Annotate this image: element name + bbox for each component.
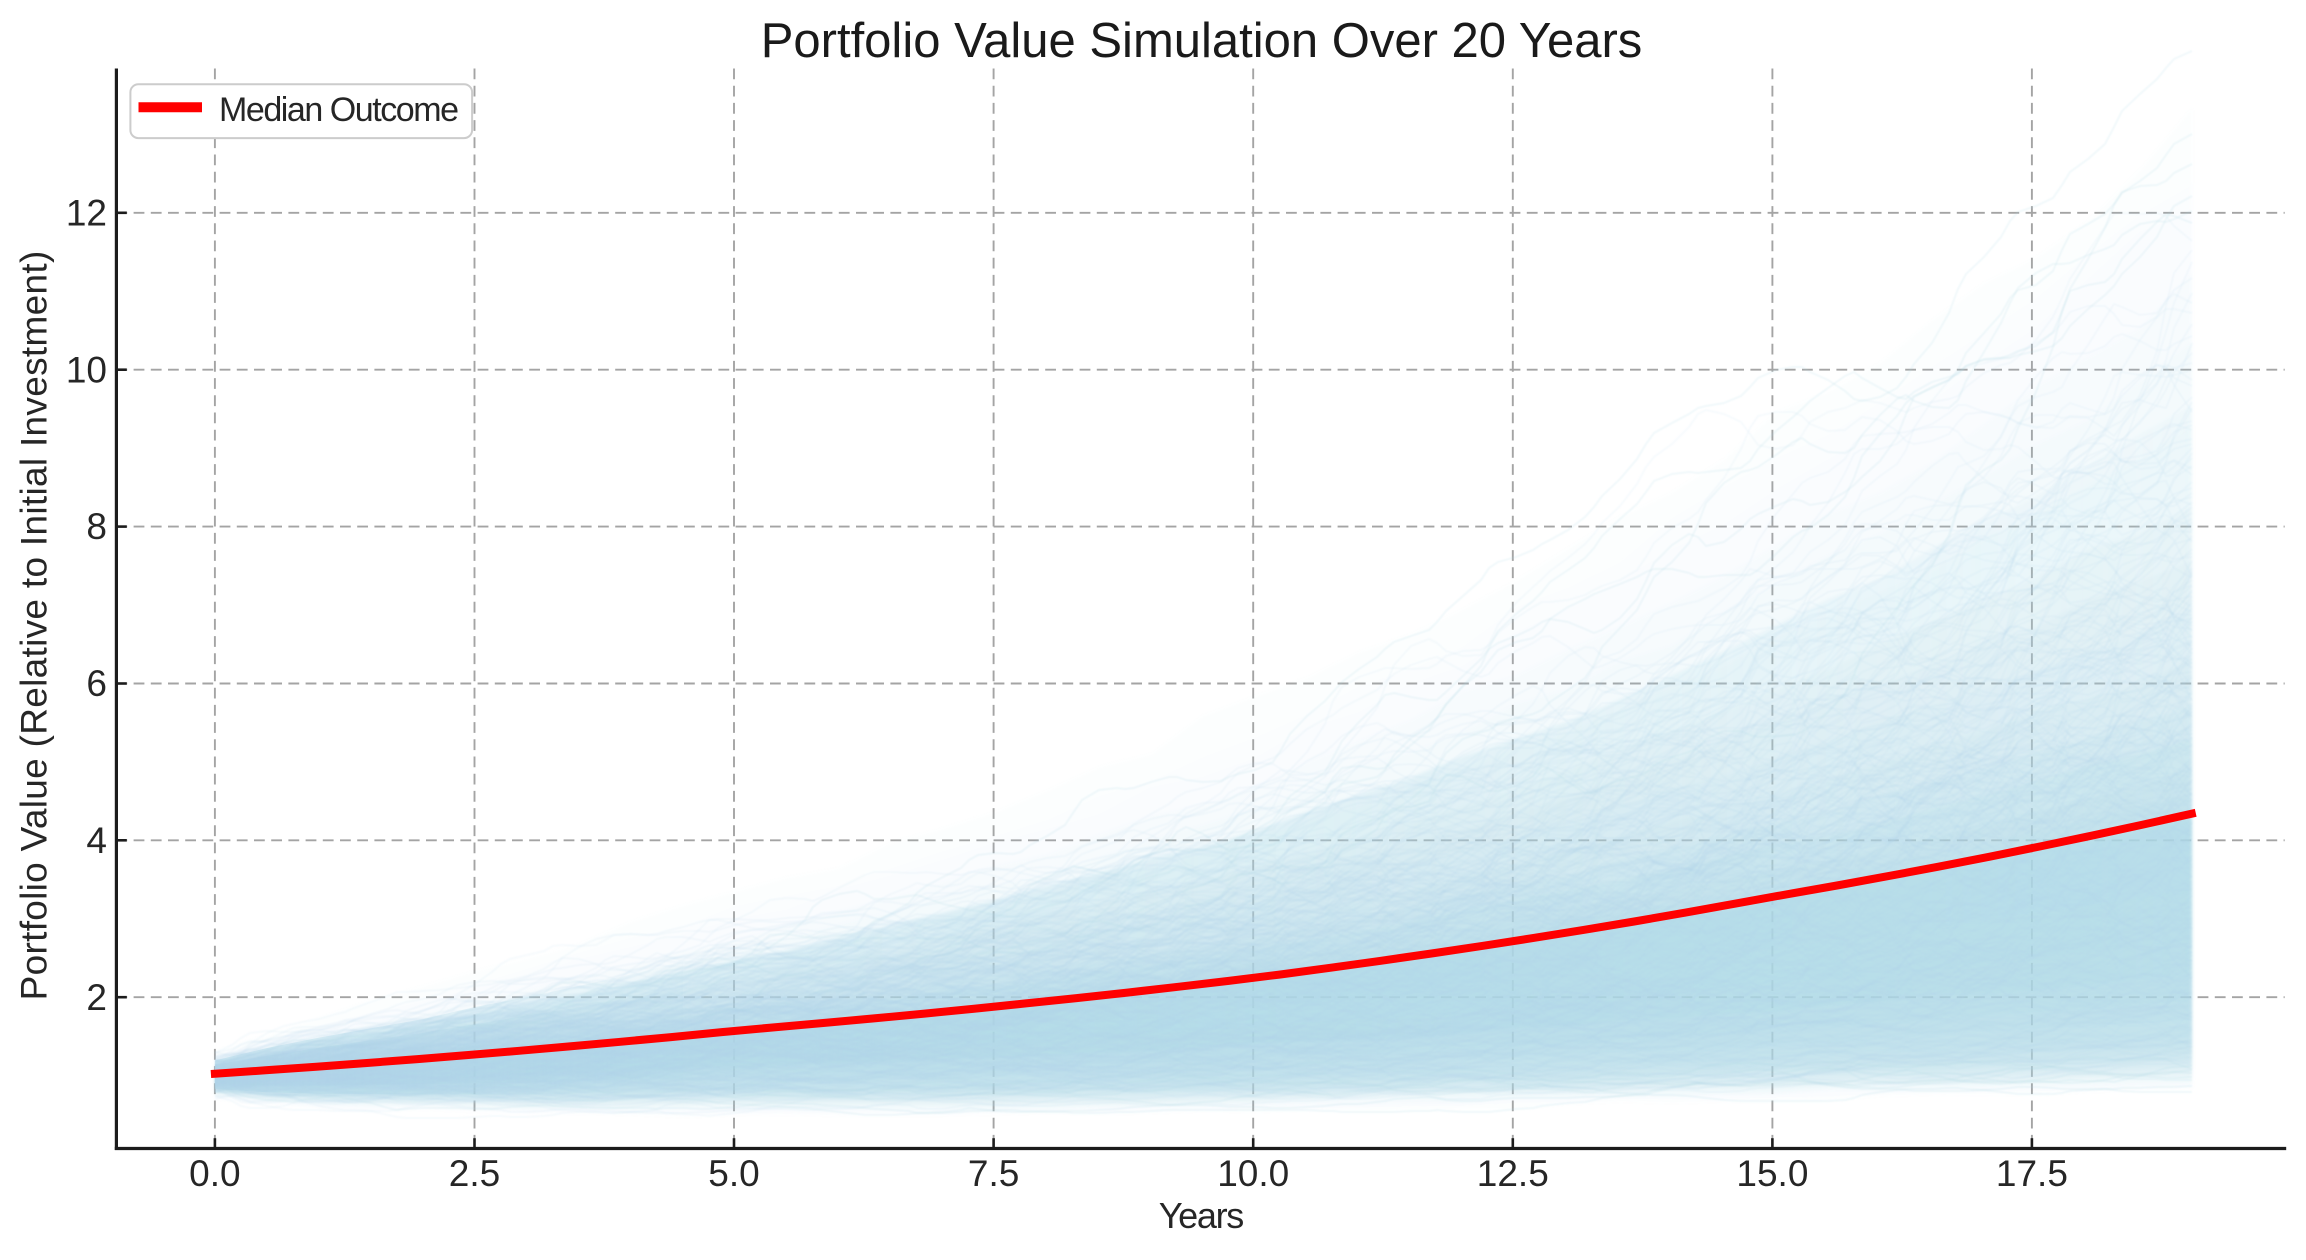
svg-text:Median Outcome: Median Outcome	[219, 91, 458, 129]
svg-text:6: 6	[86, 663, 107, 704]
svg-text:15.0: 15.0	[1736, 1153, 1808, 1194]
svg-text:7.5: 7.5	[968, 1153, 1019, 1194]
svg-text:10.0: 10.0	[1217, 1153, 1289, 1194]
svg-text:Portfolio Value (Relative to I: Portfolio Value (Relative to Initial Inv…	[14, 250, 55, 1000]
svg-text:12: 12	[66, 192, 107, 233]
svg-text:10: 10	[66, 349, 107, 390]
svg-text:4: 4	[86, 820, 107, 861]
svg-text:2: 2	[86, 977, 107, 1018]
svg-text:0.0: 0.0	[189, 1153, 240, 1194]
svg-text:2.5: 2.5	[449, 1153, 500, 1194]
svg-text:5.0: 5.0	[708, 1153, 759, 1194]
svg-text:8: 8	[86, 506, 107, 547]
svg-text:Portfolio Value Simulation Ove: Portfolio Value Simulation Over 20 Years	[761, 14, 1643, 68]
svg-text:12.5: 12.5	[1477, 1153, 1549, 1194]
svg-text:Years: Years	[1159, 1195, 1244, 1236]
svg-text:17.5: 17.5	[1996, 1153, 2068, 1194]
